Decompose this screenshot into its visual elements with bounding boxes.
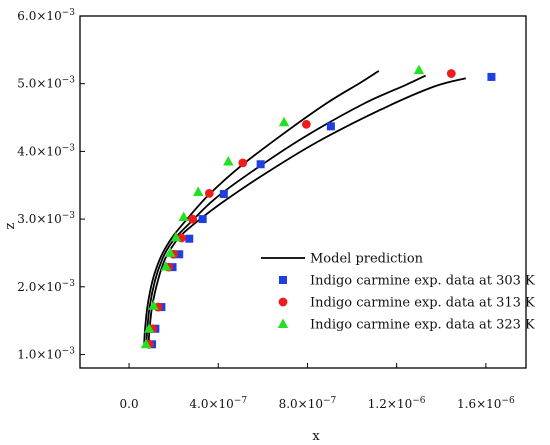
y-tick-label: 3.0×10−3 [17, 211, 75, 226]
data-point-triangle [278, 116, 290, 127]
data-point-circle [188, 214, 198, 224]
legend-label: Indigo carmine exp. data at 323 K [310, 318, 535, 333]
y-tick-label: 2.0×10−3 [17, 279, 75, 294]
legend-label: Indigo carmine exp. data at 303 K [310, 274, 535, 289]
x-tick-label: 1.6×10−6 [457, 396, 515, 411]
model-curve-2 [145, 74, 427, 347]
data-point-square [326, 122, 335, 131]
data-point-square [175, 250, 184, 259]
y-tick-label: 4.0×10−3 [17, 143, 75, 158]
data-point-square [185, 234, 194, 243]
data-point-triangle [143, 323, 155, 333]
x-tick-label: 4.0×10−7 [189, 396, 247, 411]
x-tick-label: 1.2×10−6 [368, 396, 426, 411]
y-tick-label: 6.0×10−3 [17, 8, 75, 23]
data-point-square [219, 190, 228, 199]
data-point-square [487, 72, 496, 81]
legend: Model prediction Indigo carmine exp. data… [261, 252, 535, 333]
y-tick-label: 1.0×10−3 [17, 346, 75, 361]
data-point-square [198, 215, 207, 224]
data-point-triangle [140, 338, 152, 349]
y-tick-label: 5.0×10−3 [17, 76, 75, 91]
data-points-layer [140, 64, 496, 349]
data-point-square [256, 160, 265, 169]
legend-square-symbol [279, 276, 287, 284]
model-curve-3 [143, 70, 380, 347]
plot-frame [79, 15, 527, 369]
legend-triangle-symbol [277, 318, 289, 328]
legend-label: Model prediction [310, 252, 424, 267]
data-point-triangle [148, 300, 159, 310]
data-point-triangle [178, 211, 189, 222]
y-axis-label: z [3, 222, 18, 229]
data-point-circle [301, 119, 311, 129]
x-tick-label: 8.0×10−7 [279, 396, 337, 411]
data-point-triangle [170, 231, 182, 242]
x-axis-label: x [312, 429, 320, 444]
data-point-triangle [223, 156, 234, 166]
x-axis: 0.0 4.0×10−7 8.0×10−7 1.2×10−6 1.6×10−6 [120, 363, 515, 411]
legend-label: Indigo carmine exp. data at 313 K [310, 296, 535, 311]
y-axis: 1.0×10−3 2.0×10−3 3.0×10−3 4.0×10−3 5.0×10−3… [17, 8, 85, 361]
data-point-triangle [413, 64, 425, 75]
data-point-triangle [192, 186, 204, 196]
data-point-triangle [160, 260, 172, 271]
x-tick-label: 0.0 [120, 397, 139, 411]
legend-circle-symbol [278, 297, 288, 307]
data-point-circle [238, 158, 248, 168]
data-point-triangle [165, 247, 176, 257]
data-point-circle [446, 69, 456, 78]
data-point-circle [204, 188, 214, 198]
